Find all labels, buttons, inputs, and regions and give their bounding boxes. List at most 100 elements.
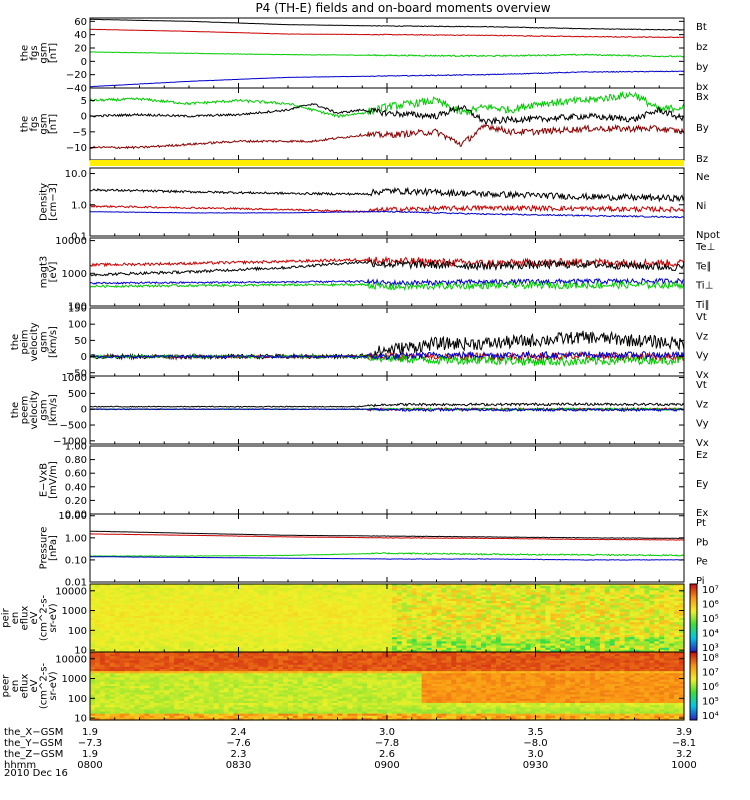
heat-cell xyxy=(288,639,294,642)
heat-cell xyxy=(273,611,279,615)
heat-cell xyxy=(327,603,334,606)
heat-cell xyxy=(109,618,116,621)
heat-cell xyxy=(382,590,388,594)
heat-cell xyxy=(416,643,423,647)
heat-cell xyxy=(342,643,348,647)
heat-cell xyxy=(426,649,433,653)
heat-cell xyxy=(396,586,403,589)
heat-cell xyxy=(391,639,398,642)
heat-cell xyxy=(198,603,205,606)
heat-cell xyxy=(302,649,309,653)
heat-cell xyxy=(456,632,462,636)
heat-cell xyxy=(401,588,408,591)
heat-cell xyxy=(431,649,438,653)
heat-cell xyxy=(307,620,314,623)
heat-cell xyxy=(362,620,368,623)
heat-cell xyxy=(169,588,175,591)
heat-cell xyxy=(114,635,121,638)
heat-cell xyxy=(278,632,284,636)
heat-cell xyxy=(283,611,289,615)
heat-cell xyxy=(441,596,447,600)
heat-cell xyxy=(179,594,185,598)
heat-cell xyxy=(218,603,225,606)
heat-cell xyxy=(228,588,235,591)
heat-cell xyxy=(223,622,230,625)
heat-cell xyxy=(446,637,452,640)
heat-cell xyxy=(169,601,175,604)
heat-cell xyxy=(451,645,457,649)
heat-cell xyxy=(149,590,155,594)
heat-cell xyxy=(396,613,403,617)
heat-cell xyxy=(322,649,329,653)
heat-cell xyxy=(387,594,393,598)
heat-cell xyxy=(367,626,373,630)
heat-cell xyxy=(396,645,403,649)
heat-cell xyxy=(456,635,462,638)
heat-cell xyxy=(431,611,438,615)
y-tick-label: 10.0 xyxy=(65,169,87,180)
heat-cell xyxy=(342,590,348,594)
heat-cell xyxy=(223,637,230,640)
heat-cell xyxy=(248,649,254,653)
heat-cell xyxy=(223,643,230,647)
heat-cell xyxy=(154,594,160,598)
y-label-line: [km/s] xyxy=(48,326,59,358)
heat-cell xyxy=(476,590,482,594)
heat-cell xyxy=(406,637,413,640)
heat-cell xyxy=(268,598,274,602)
heat-cell xyxy=(391,643,398,647)
heat-cell xyxy=(198,649,205,653)
heat-cell xyxy=(372,601,378,604)
legend-entry: By xyxy=(696,123,709,134)
heat-cell xyxy=(362,649,368,653)
heat-cell xyxy=(243,630,249,634)
heat-cell xyxy=(406,586,413,589)
heat-cell xyxy=(411,630,418,634)
heat-cell xyxy=(362,584,368,587)
panels: 6040200−20−40thefgsgsm[nT]Btbzbybx50−5−1… xyxy=(0,17,720,725)
heat-cell xyxy=(396,603,403,606)
heat-cell xyxy=(169,618,175,621)
heat-cell xyxy=(466,615,472,619)
heat-cell xyxy=(372,630,378,634)
heat-cell xyxy=(94,605,101,608)
heat-cell xyxy=(283,624,289,628)
heat-cell xyxy=(421,601,428,604)
heat-cell xyxy=(233,647,240,651)
y-tick-label: −40 xyxy=(66,84,87,95)
heat-cell xyxy=(124,622,131,625)
heat-cell xyxy=(189,594,195,598)
heat-cell xyxy=(248,639,254,642)
heat-cell xyxy=(332,618,339,621)
heat-cell xyxy=(189,611,195,615)
heat-cell xyxy=(124,637,131,640)
heat-cell xyxy=(327,643,334,647)
heat-cell xyxy=(248,613,254,617)
heat-cell xyxy=(347,626,353,630)
heat-cell xyxy=(263,586,269,589)
heat-cell xyxy=(292,622,299,625)
heat-cell xyxy=(471,611,477,615)
heat-cell xyxy=(238,639,245,642)
heat-cell xyxy=(144,635,150,638)
heat-cell xyxy=(139,592,146,596)
heat-cell xyxy=(367,611,373,615)
heat-cell xyxy=(238,635,245,638)
heat-cell xyxy=(218,613,225,617)
heat-cell xyxy=(436,586,443,589)
heat-cell xyxy=(164,615,170,619)
heat-cell xyxy=(288,588,294,591)
heat-cell xyxy=(377,632,383,636)
heat-cell xyxy=(119,620,126,623)
legend-panel-4: Te⊥Te∥Ti⊥Ti∥ xyxy=(695,242,715,311)
heat-cell xyxy=(302,628,309,632)
heat-cell xyxy=(223,639,230,642)
heat-cell xyxy=(411,601,418,604)
heat-cell xyxy=(476,603,482,606)
heat-cell xyxy=(431,607,438,611)
heat-cell xyxy=(233,643,240,647)
heat-cell xyxy=(416,647,423,651)
heat-cell xyxy=(391,592,398,596)
heat-cell xyxy=(471,637,477,640)
